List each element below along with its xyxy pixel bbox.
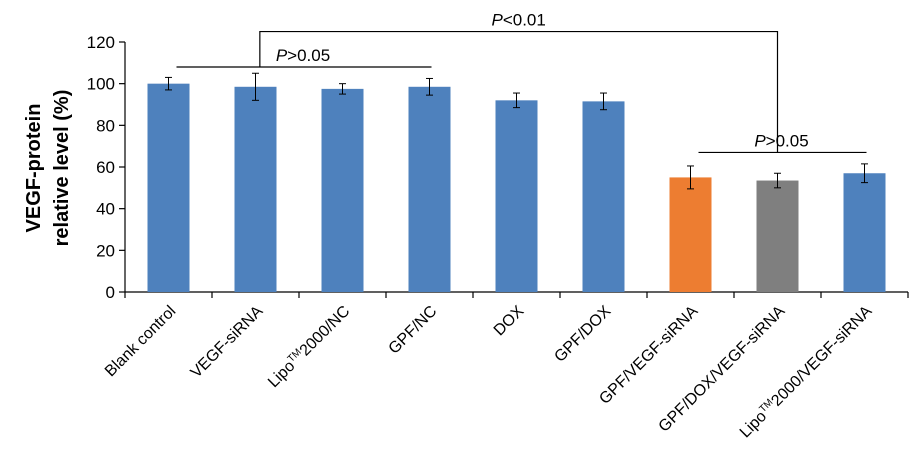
y-tick-label: 120: [87, 33, 115, 52]
y-tick-label: 0: [106, 283, 115, 302]
x-tick-label: GPF/DOX: [551, 303, 614, 366]
y-axis-label-line-2: relative level (%): [51, 90, 73, 247]
y-tick-label: 20: [96, 241, 115, 260]
significance-value: >0.05: [287, 46, 330, 65]
bar: [756, 180, 799, 292]
x-tick-label-part: 2000/NC: [297, 303, 354, 360]
y-tick-label: 100: [87, 75, 115, 94]
significance-label: P>0.05: [754, 131, 808, 150]
y-axis-label: VEGF-protein relative level (%): [23, 90, 73, 247]
significance-p-symbol: P: [491, 11, 503, 30]
bar: [582, 101, 625, 292]
bar: [408, 86, 451, 293]
significance-value: <0.01: [503, 11, 546, 30]
significance-p-symbol: P: [754, 131, 766, 150]
bar: [843, 173, 886, 292]
bar: [669, 177, 712, 292]
y-axis-label-line-1: VEGF-protein: [23, 104, 45, 233]
x-tick-label: VEGF-siRNA: [188, 303, 267, 382]
bar: [234, 86, 277, 293]
significance-value: >0.05: [766, 131, 809, 150]
bar: [147, 83, 190, 293]
x-tick-label: Blank control: [102, 303, 179, 380]
y-tick-label: 40: [96, 200, 115, 219]
x-tick-label: GPF/NC: [386, 303, 441, 358]
error-bars: [165, 72, 868, 190]
y-tick-label: 60: [96, 158, 115, 177]
significance-label: P<0.01: [491, 11, 545, 30]
bars: [147, 83, 886, 293]
bar: [321, 88, 364, 292]
significance-label: P>0.05: [276, 46, 330, 65]
bar: [495, 100, 538, 292]
x-tick-label: DOX: [491, 303, 528, 340]
y-ticks: 0 20 40 60 80 100 120: [87, 33, 125, 302]
significance-bracket: [259, 30, 779, 153]
x-tick-label: LipoTM2000/NC: [264, 302, 353, 391]
y-tick-label: 80: [96, 116, 115, 135]
significance-annotations: P>0.05P>0.05P<0.01: [176, 11, 867, 154]
significance-p-symbol: P: [276, 46, 288, 65]
